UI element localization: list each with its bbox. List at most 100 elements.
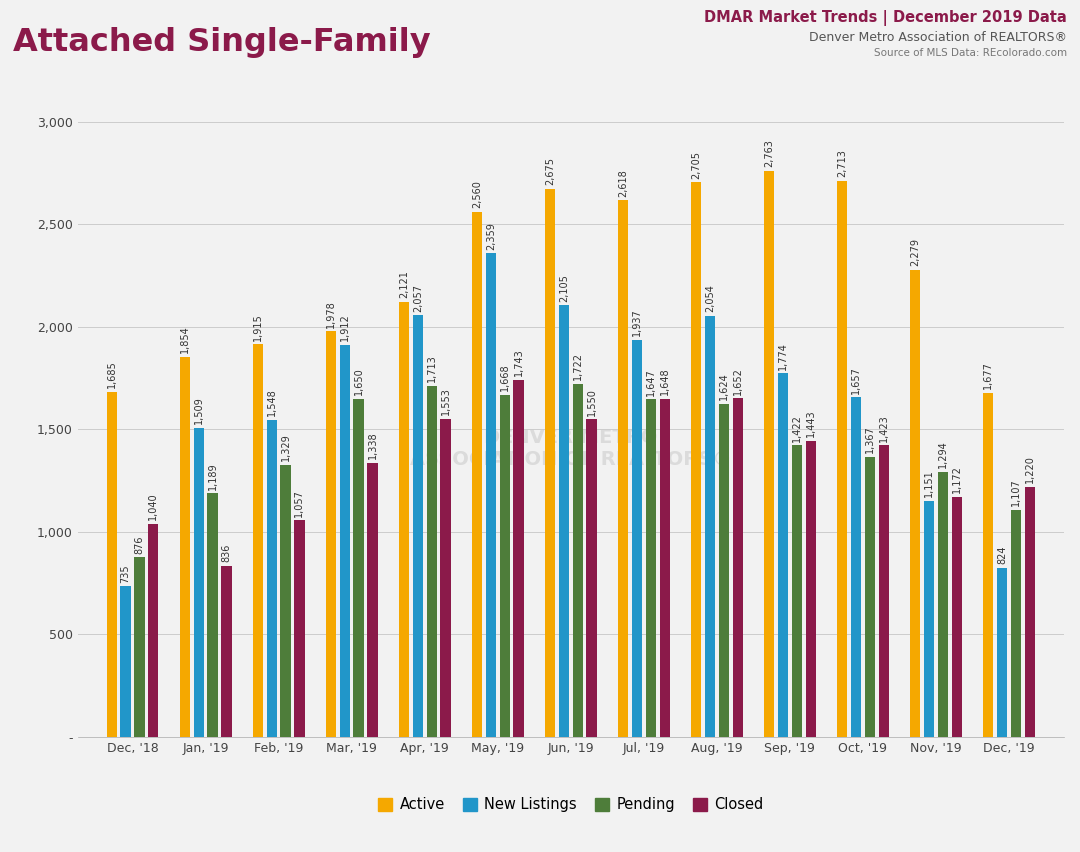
Bar: [193, 428, 204, 737]
Bar: [618, 200, 629, 737]
Bar: [513, 380, 524, 737]
Text: 1,657: 1,657: [851, 366, 861, 394]
Bar: [586, 419, 597, 737]
Text: 1,648: 1,648: [660, 368, 670, 395]
Text: 2,705: 2,705: [691, 151, 701, 179]
Text: 1,685: 1,685: [107, 360, 117, 388]
Legend: Active, New Listings, Pending, Closed: Active, New Listings, Pending, Closed: [373, 792, 769, 818]
Text: 876: 876: [135, 535, 145, 554]
Text: 1,443: 1,443: [806, 410, 815, 437]
Bar: [837, 181, 847, 737]
Bar: [339, 345, 350, 737]
Text: 2,057: 2,057: [413, 284, 422, 312]
Bar: [179, 357, 190, 737]
Text: 1,915: 1,915: [253, 313, 262, 341]
Bar: [910, 270, 920, 737]
Text: 1,722: 1,722: [572, 352, 583, 380]
Text: 1,553: 1,553: [441, 387, 450, 415]
Text: 1,743: 1,743: [514, 348, 524, 376]
Bar: [705, 316, 715, 737]
Bar: [937, 472, 948, 737]
Bar: [646, 400, 656, 737]
Text: 1,189: 1,189: [207, 462, 217, 490]
Bar: [486, 253, 496, 737]
Bar: [413, 315, 423, 737]
Bar: [718, 404, 729, 737]
Bar: [1025, 486, 1035, 737]
Text: 1,338: 1,338: [367, 431, 378, 459]
Text: 1,713: 1,713: [427, 354, 436, 382]
Text: Attached Single-Family: Attached Single-Family: [13, 27, 431, 58]
Text: 1,422: 1,422: [792, 414, 801, 441]
Bar: [865, 457, 875, 737]
Bar: [281, 464, 291, 737]
Bar: [806, 441, 815, 737]
Bar: [632, 340, 642, 737]
Text: 836: 836: [221, 544, 231, 562]
Text: 1,294: 1,294: [937, 440, 948, 468]
Text: 824: 824: [997, 546, 1007, 564]
Text: 1,937: 1,937: [632, 308, 642, 337]
Bar: [148, 524, 159, 737]
Bar: [691, 182, 701, 737]
Bar: [660, 399, 670, 737]
Text: 1,151: 1,151: [924, 469, 934, 498]
Text: 2,675: 2,675: [545, 157, 555, 185]
Text: 2,121: 2,121: [399, 271, 409, 298]
Text: 2,618: 2,618: [618, 169, 627, 197]
Bar: [221, 566, 231, 737]
Text: 2,279: 2,279: [910, 238, 920, 266]
Text: 1,172: 1,172: [951, 465, 962, 493]
Bar: [792, 446, 802, 737]
Text: 1,677: 1,677: [983, 361, 994, 389]
Bar: [472, 212, 482, 737]
Text: 1,057: 1,057: [295, 489, 305, 516]
Text: 2,105: 2,105: [558, 273, 569, 302]
Bar: [851, 397, 861, 737]
Bar: [134, 557, 145, 737]
Bar: [983, 393, 994, 737]
Text: 1,509: 1,509: [193, 396, 204, 424]
Text: Source of MLS Data: REcolorado.com: Source of MLS Data: REcolorado.com: [874, 48, 1067, 58]
Text: 735: 735: [121, 564, 131, 583]
Bar: [764, 170, 774, 737]
Text: 1,668: 1,668: [500, 364, 510, 391]
Text: 1,978: 1,978: [326, 300, 336, 328]
Bar: [367, 463, 378, 737]
Text: 1,220: 1,220: [1025, 455, 1035, 483]
Text: 1,652: 1,652: [732, 366, 743, 394]
Bar: [778, 373, 788, 737]
Bar: [500, 395, 510, 737]
Bar: [207, 493, 218, 737]
Text: 1,912: 1,912: [340, 314, 350, 342]
Text: DENVER METRO
ASSOCIATION OF REALTORS®: DENVER METRO ASSOCIATION OF REALTORS®: [409, 428, 732, 469]
Bar: [951, 497, 962, 737]
Text: 1,329: 1,329: [281, 433, 291, 461]
Bar: [267, 420, 276, 737]
Text: 2,713: 2,713: [837, 149, 847, 177]
Bar: [121, 586, 131, 737]
Bar: [544, 188, 555, 737]
Text: 1,854: 1,854: [179, 325, 190, 354]
Bar: [1011, 510, 1021, 737]
Bar: [441, 418, 450, 737]
Text: 1,550: 1,550: [586, 388, 596, 416]
Bar: [997, 568, 1008, 737]
Text: 1,548: 1,548: [267, 389, 276, 416]
Bar: [295, 521, 305, 737]
Bar: [326, 331, 336, 737]
Bar: [353, 399, 364, 737]
Text: 2,560: 2,560: [472, 181, 482, 209]
Text: DMAR Market Trends | December 2019 Data: DMAR Market Trends | December 2019 Data: [704, 10, 1067, 26]
Text: 1,423: 1,423: [879, 414, 889, 441]
Bar: [558, 305, 569, 737]
Bar: [399, 302, 409, 737]
Text: 1,774: 1,774: [778, 342, 788, 370]
Text: 1,624: 1,624: [719, 372, 729, 400]
Bar: [879, 446, 889, 737]
Text: 1,107: 1,107: [1011, 479, 1021, 506]
Bar: [572, 384, 583, 737]
Text: 1,650: 1,650: [353, 367, 364, 395]
Text: 1,367: 1,367: [865, 425, 875, 453]
Text: 2,763: 2,763: [764, 139, 774, 167]
